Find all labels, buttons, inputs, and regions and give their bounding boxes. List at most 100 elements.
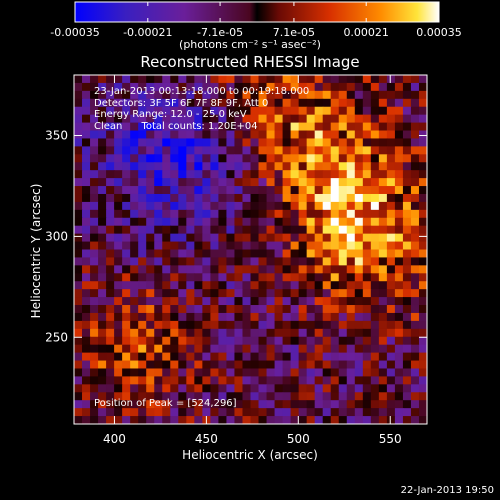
heatmap-cell — [154, 75, 163, 84]
heatmap-cell — [378, 257, 388, 266]
heatmap-cell — [82, 273, 91, 282]
heatmap-cell — [274, 320, 284, 330]
heatmap-cell — [266, 130, 276, 140]
heatmap-cell — [154, 352, 163, 362]
heatmap-cell — [346, 320, 356, 330]
heatmap-cell — [394, 75, 404, 84]
heatmap-cell — [386, 178, 396, 187]
heatmap-cell — [410, 352, 420, 362]
heatmap-cell — [114, 257, 123, 266]
heatmap-cell — [90, 225, 99, 235]
heatmap-cell — [226, 75, 236, 84]
heatmap-cell — [346, 209, 356, 219]
heatmap-cell — [362, 209, 372, 219]
heatmap-cell — [122, 400, 131, 409]
heatmap-cell — [322, 225, 332, 235]
heatmap-cell — [122, 162, 131, 171]
heatmap-cell — [410, 186, 420, 195]
heatmap-cell — [98, 360, 107, 370]
heatmap-cell — [346, 178, 356, 187]
heatmap-cell — [346, 162, 356, 171]
heatmap-cell — [130, 384, 139, 393]
heatmap-cell — [162, 75, 171, 84]
heatmap-cell — [354, 320, 364, 330]
heatmap-cell — [306, 320, 316, 330]
heatmap-cell — [162, 336, 171, 346]
heatmap-cell — [306, 400, 316, 409]
heatmap-cell — [290, 225, 300, 235]
heatmap-cell — [82, 408, 91, 417]
heatmap-cell — [290, 392, 300, 401]
heatmap-cell — [370, 146, 380, 155]
heatmap-cell — [338, 106, 348, 116]
heatmap-cell — [338, 273, 348, 282]
heatmap-cell — [370, 209, 380, 219]
heatmap-cell — [202, 193, 211, 203]
heatmap-cell — [346, 241, 356, 251]
heatmap-cell — [394, 217, 404, 227]
heatmap-cell — [234, 400, 244, 409]
heatmap-cell — [74, 289, 83, 298]
heatmap-cell — [218, 408, 228, 417]
heatmap-cell — [178, 225, 187, 235]
heatmap-cell — [338, 249, 348, 259]
heatmap-cell — [338, 90, 348, 100]
heatmap-cell — [122, 265, 131, 274]
heatmap-cell — [178, 186, 187, 195]
heatmap-cell — [306, 106, 316, 116]
heatmap-cell — [122, 241, 131, 251]
heatmap-cell — [106, 82, 115, 92]
heatmap-cell — [98, 241, 107, 251]
heatmap-cell — [250, 154, 260, 163]
heatmap-cell — [138, 90, 147, 100]
heatmap-cell — [242, 344, 252, 354]
heatmap-cell — [90, 392, 99, 401]
heatmap-cell — [122, 328, 131, 338]
heatmap-cell — [194, 98, 203, 108]
heatmap-cell — [154, 178, 163, 187]
heatmap-cell — [378, 90, 388, 100]
heatmap-cell — [282, 138, 292, 147]
heatmap-cell — [202, 130, 211, 140]
heatmap-cell — [234, 305, 244, 314]
heatmap-cell — [258, 289, 268, 298]
heatmap-cell — [322, 114, 332, 124]
heatmap-cell — [114, 241, 123, 251]
heatmap-cell — [82, 241, 91, 251]
heatmap-cell — [146, 400, 155, 409]
heatmap-cell — [250, 170, 260, 179]
heatmap-cell — [178, 146, 187, 155]
heatmap-cell — [226, 162, 236, 171]
heatmap-cell — [106, 352, 115, 362]
heatmap-cell — [130, 305, 139, 314]
heatmap-cell — [186, 312, 195, 322]
heatmap-cell — [226, 376, 236, 385]
heatmap-cell — [410, 75, 420, 84]
heatmap-cell — [322, 233, 332, 243]
heatmap-cell — [90, 154, 99, 163]
heatmap-cell — [298, 392, 308, 401]
heatmap-cell — [290, 320, 300, 330]
heatmap-cell — [154, 241, 163, 251]
heatmap-cell — [314, 360, 324, 370]
heatmap-cell — [114, 384, 123, 393]
heatmap-cell — [82, 154, 91, 163]
heatmap-cell — [202, 368, 211, 378]
heatmap-cell — [418, 122, 427, 132]
heatmap-cell — [130, 146, 139, 155]
heatmap-cell — [218, 376, 228, 385]
colorbar-tick-label: 0.00021 — [343, 26, 389, 39]
heatmap-cell — [226, 130, 236, 140]
heatmap-cell — [186, 297, 195, 306]
heatmap-cell — [322, 138, 332, 147]
heatmap-cell — [130, 312, 139, 322]
heatmap-cell — [98, 154, 107, 163]
heatmap-cell — [418, 162, 427, 171]
heatmap-cell — [418, 289, 427, 298]
heatmap-cell — [146, 178, 155, 187]
heatmap-cell — [250, 233, 260, 243]
heatmap-cell — [354, 416, 364, 424]
heatmap-cell — [130, 106, 139, 116]
heatmap-cell — [154, 82, 163, 92]
heatmap-cell — [298, 201, 308, 211]
